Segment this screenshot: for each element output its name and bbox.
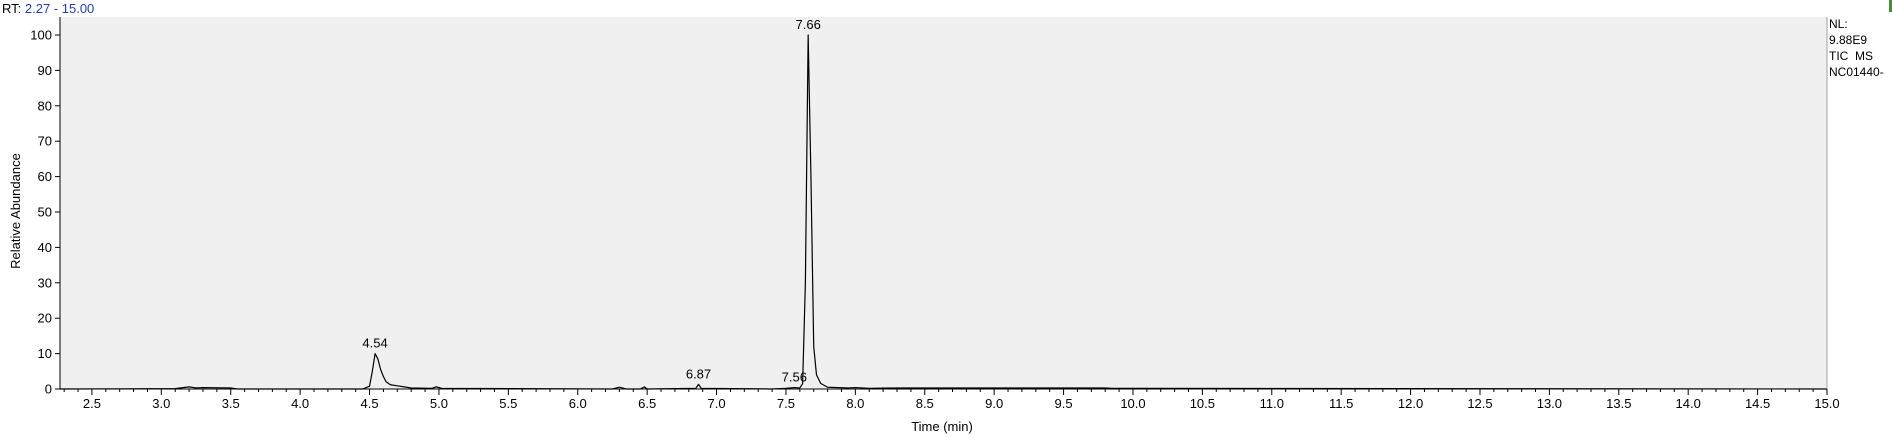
x-tick-label: 8.0 — [846, 396, 864, 411]
y-ticks: 0 10 20 30 40 50 60 70 80 90 100 — [30, 28, 60, 397]
x-tick-label: 4.0 — [291, 396, 309, 411]
x-tick-label: 9.5 — [1055, 396, 1073, 411]
x-tick-label: 3.0 — [152, 396, 170, 411]
y-tick-label: 40 — [38, 240, 52, 255]
scan-type: TIC MS — [1829, 49, 1873, 63]
x-tick-label: 2.5 — [83, 396, 101, 411]
peak-labels: 4.54 6.87 7.56 7.66 — [362, 17, 820, 385]
x-tick-label: 6.5 — [638, 396, 656, 411]
x-tick-label: 12.5 — [1467, 396, 1492, 411]
x-tick-label: 7.5 — [777, 396, 795, 411]
rt-prefix: RT: — [2, 1, 22, 16]
peak-label: 4.54 — [362, 336, 387, 351]
x-tick-label: 6.0 — [569, 396, 587, 411]
nl-value: 9.88E9 — [1829, 33, 1868, 47]
x-tick-label: 14.5 — [1745, 396, 1770, 411]
plot-area — [60, 17, 1827, 389]
x-tick-label: 4.5 — [360, 396, 378, 411]
normalization-info: NL: 9.88E9 TIC MS NC01440- — [1829, 16, 1891, 80]
nl-label: NL: — [1829, 17, 1848, 31]
peak-label: 7.66 — [796, 17, 821, 32]
x-tick-label: 8.5 — [916, 396, 934, 411]
x-tick-label: 11.0 — [1260, 396, 1284, 411]
peak-label: 6.87 — [686, 366, 711, 381]
x-tick-label: 3.5 — [222, 396, 240, 411]
x-ticks: 2.5 3.0 3.5 4.0 4.5 5.0 5.5 6.0 6.5 7.0 7.5 8.0 8.5 9… — [63, 389, 1840, 411]
x-axis-title: Time (min) — [911, 419, 973, 434]
x-tick-label: 13.0 — [1537, 396, 1562, 411]
y-tick-label: 30 — [38, 275, 52, 290]
x-tick-label: 10.5 — [1190, 396, 1215, 411]
peak-label: 7.56 — [782, 370, 807, 385]
x-tick-label: 10.0 — [1120, 396, 1145, 411]
rt-range-value: 2.27 - 15.00 — [24, 1, 95, 16]
x-tick-label: 14.0 — [1676, 396, 1701, 411]
y-tick-label: 60 — [38, 169, 52, 184]
y-tick-label: 80 — [38, 98, 52, 113]
x-tick-label: 13.5 — [1606, 396, 1631, 411]
axes — [59, 17, 1828, 390]
y-tick-label: 20 — [38, 311, 52, 326]
window-edge-marker — [1889, 0, 1892, 12]
rt-range-header: RT: 2.27 - 15.00 — [2, 1, 94, 16]
x-tick-label: 9.0 — [985, 396, 1003, 411]
x-tick-label: 11.5 — [1329, 396, 1353, 411]
x-tick-label: 7.0 — [708, 396, 726, 411]
file-name: NC01440- — [1829, 65, 1884, 79]
y-tick-label: 90 — [38, 63, 52, 78]
y-tick-label: 70 — [38, 134, 52, 149]
y-axis-title: Relative Abundance — [8, 153, 23, 269]
x-tick-label: 5.0 — [430, 396, 448, 411]
y-tick-label: 10 — [38, 346, 52, 361]
x-tick-label: 12.0 — [1398, 396, 1423, 411]
x-tick-label: 5.5 — [499, 396, 517, 411]
y-tick-label: 0 — [45, 382, 52, 397]
x-tick-label: 15.0 — [1814, 396, 1839, 411]
y-tick-label: 50 — [38, 205, 52, 220]
y-tick-label: 100 — [30, 28, 52, 43]
